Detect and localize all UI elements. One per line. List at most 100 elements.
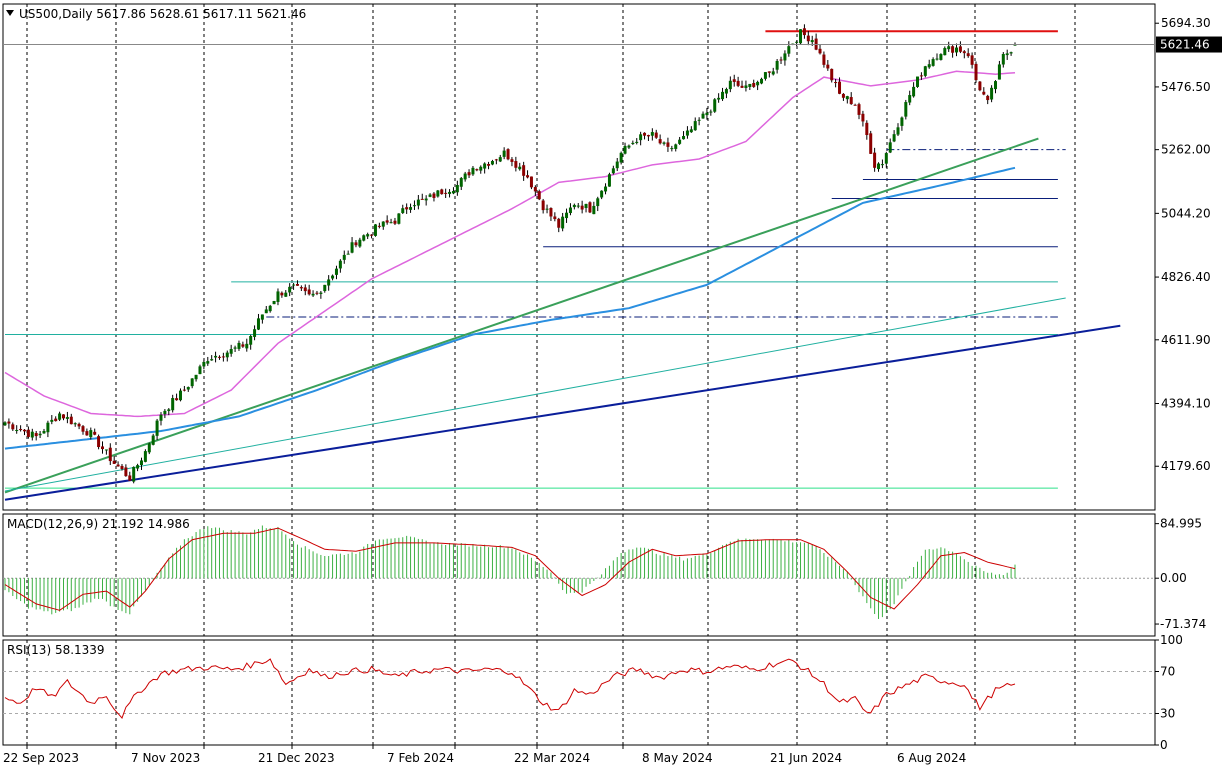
candle-body	[260, 314, 264, 320]
candle-body	[280, 292, 284, 296]
candle-body	[763, 72, 767, 79]
rsi-axis-label: 0	[1160, 738, 1168, 752]
candle-body	[541, 200, 545, 211]
candle-body	[689, 129, 693, 133]
candle-body	[896, 127, 900, 135]
rsi-axis-label: 30	[1160, 707, 1175, 721]
price-axis-label: 5262.00	[1161, 143, 1211, 157]
candle-body	[175, 398, 179, 401]
candle-body	[264, 309, 268, 314]
candle-body	[892, 134, 896, 142]
candle-body	[198, 366, 202, 375]
candle-body	[518, 166, 522, 170]
macd-axis-label: 0.00	[1160, 571, 1187, 585]
candle-body	[409, 207, 413, 210]
candle-body	[268, 305, 272, 312]
candle-body	[100, 446, 104, 450]
candle-body	[136, 465, 140, 469]
candle-body	[841, 93, 845, 98]
candle-body	[1009, 52, 1013, 54]
candle-body	[650, 132, 654, 136]
candle-body	[498, 157, 502, 162]
candle-body	[436, 190, 440, 197]
triangle-down-icon[interactable]	[6, 10, 14, 16]
candle-body	[631, 142, 635, 144]
candle-body	[674, 144, 678, 149]
candle-body	[89, 430, 93, 438]
rsi-axis-label: 70	[1160, 665, 1175, 679]
candle-body	[143, 451, 147, 462]
candle-body	[194, 374, 198, 380]
candle-body	[377, 225, 381, 227]
candle-body	[947, 46, 951, 50]
candle-body	[869, 133, 873, 154]
candle-body	[350, 242, 354, 253]
candle-body	[1013, 44, 1017, 46]
price-pane-frame	[2, 3, 1156, 511]
candle-body	[955, 47, 959, 53]
candle-body	[432, 193, 436, 198]
candle-body	[214, 355, 218, 358]
candle-body	[233, 347, 237, 349]
candle-body	[916, 76, 920, 87]
price-axis-label: 5476.50	[1161, 80, 1211, 94]
candle-body	[767, 71, 771, 73]
trendline[interactable]	[4, 297, 1066, 492]
candle-body	[85, 431, 89, 436]
candle-body	[295, 283, 299, 286]
candle-body	[919, 75, 923, 77]
candle-body	[381, 221, 385, 227]
candle-body	[256, 318, 260, 330]
candle-body	[935, 58, 939, 60]
candle-body	[982, 91, 986, 95]
candle-body	[7, 421, 11, 424]
candle-body	[249, 336, 253, 345]
candle-body	[58, 413, 62, 420]
candle-body	[151, 435, 155, 445]
candle-body	[806, 35, 810, 42]
current-price-label: 5621.46	[1160, 38, 1210, 52]
candle-body	[475, 169, 479, 171]
candle-body	[506, 149, 510, 160]
candle-body	[494, 159, 498, 161]
candle-body	[861, 113, 865, 122]
candle-body	[61, 414, 65, 419]
candle-body	[986, 95, 990, 101]
trendline[interactable]	[4, 324, 1121, 501]
candle-body	[19, 428, 23, 431]
candle-body	[990, 87, 994, 100]
candle-body	[444, 192, 448, 194]
candle-body	[97, 436, 101, 448]
candle-body	[65, 417, 69, 419]
date-axis-label: 22 Mar 2024	[514, 751, 590, 765]
candle-body	[557, 218, 561, 228]
candle-body	[783, 53, 787, 61]
candle-body	[3, 422, 7, 426]
candle-body	[139, 460, 143, 466]
candle-body	[549, 208, 553, 217]
candle-body	[966, 53, 970, 57]
candle-body	[358, 239, 362, 247]
candle-body	[787, 46, 791, 54]
candle-body	[619, 152, 623, 163]
candle-body	[994, 81, 998, 90]
candle-body	[502, 150, 506, 157]
candle-body	[178, 390, 182, 401]
candle-body	[576, 205, 580, 207]
candle-body	[802, 28, 806, 36]
candle-body	[303, 287, 307, 292]
candle-body	[604, 186, 608, 192]
candle-body	[147, 443, 151, 453]
price-axis-label: 4179.60	[1161, 459, 1211, 473]
trendline[interactable]	[4, 137, 1039, 494]
candle-body	[26, 429, 30, 437]
candle-body	[463, 173, 467, 180]
candle-body	[732, 79, 736, 82]
candle-body	[510, 159, 514, 162]
candle-body	[163, 410, 167, 415]
price-axis-label: 4826.40	[1161, 270, 1211, 284]
candle-body	[346, 253, 350, 255]
candle-body	[580, 205, 584, 210]
candle-body	[334, 268, 338, 275]
